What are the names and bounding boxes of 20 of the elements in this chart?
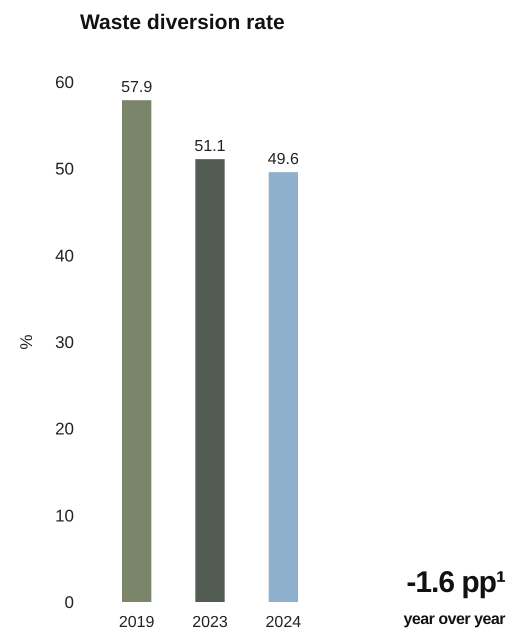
- y-tick-label: 40: [55, 246, 74, 266]
- bar: [195, 159, 225, 602]
- data-label: 49.6: [268, 151, 300, 168]
- y-tick-label: 10: [55, 506, 74, 526]
- y-axis-title: %: [17, 334, 36, 350]
- y-tick-label: 20: [55, 420, 74, 439]
- y-tick-label: 30: [55, 333, 74, 352]
- chart-title: Waste diversion rate: [80, 11, 285, 34]
- text: year over year: [403, 611, 506, 628]
- bar: [268, 172, 298, 602]
- bar: [122, 100, 152, 602]
- data-label: 57.9: [121, 79, 152, 96]
- text: -1.6 pp¹: [406, 566, 506, 599]
- x-tick-label: 2024: [266, 614, 302, 631]
- x-tick-label: 2019: [118, 614, 155, 631]
- y-tick-label: 50: [55, 160, 74, 179]
- data-label: 51.1: [194, 138, 226, 156]
- y-tick-label: 60: [55, 73, 74, 92]
- x-tick-label: 2023: [192, 614, 228, 631]
- y-tick-label: 0: [64, 593, 74, 612]
